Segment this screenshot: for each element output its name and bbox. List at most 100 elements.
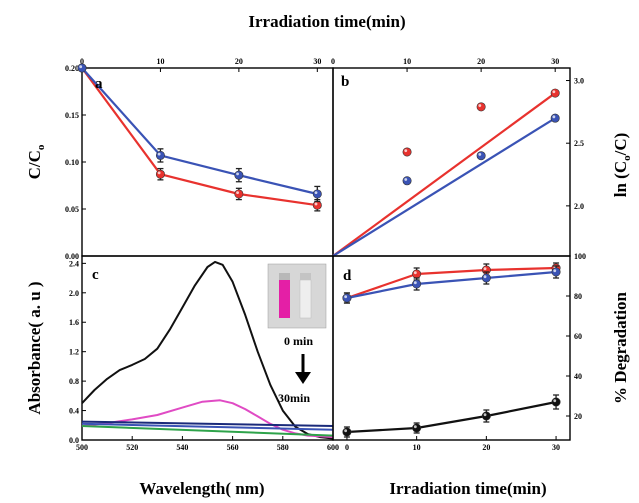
data-point-red-highlight <box>404 149 408 153</box>
series-line-blue <box>346 270 557 300</box>
x-tick-label: 540 <box>176 443 188 452</box>
x-tick-label: 20 <box>235 57 243 66</box>
data-point-black-highlight <box>413 425 417 429</box>
y-axis-title-part: o <box>621 155 633 161</box>
data-point-blue <box>476 151 486 161</box>
y-tick-label: 2.4 <box>69 259 79 268</box>
data-point-red-highlight <box>157 171 161 175</box>
y-axis-title-a: C/Co <box>25 144 47 179</box>
y-tick-label: 2.0 <box>574 202 584 211</box>
y-tick-label: 0.05 <box>65 205 79 214</box>
y-tick-label: 0.15 <box>65 111 79 120</box>
x-tick-label: 30 <box>551 57 559 66</box>
spectrum-line-navy <box>81 420 334 427</box>
data-point-black <box>481 411 491 421</box>
panel-c: 500 520 540 560 580 600 0.0 0.4 0.8 1.2 1.6 2.0 2.4 c… <box>25 255 339 452</box>
spectrum-line-blue <box>81 422 334 431</box>
x-tick-label: 0 <box>80 57 84 66</box>
spectrum-line-black <box>81 260 334 440</box>
panel-d: 0 10 20 30 20 40 60 80 100 d % Degradation <box>332 252 630 452</box>
data-point-black-highlight <box>344 429 348 433</box>
data-point-black <box>412 423 422 433</box>
y-tick-label: 1.6 <box>69 318 79 327</box>
y-tick-label: 3.0 <box>574 77 584 86</box>
x-tick-label: 0 <box>345 443 349 452</box>
series-line-red <box>346 266 557 300</box>
data-point-red <box>402 147 412 157</box>
vial-photo-inset <box>267 263 327 329</box>
data-point-red-highlight <box>413 271 417 275</box>
y-tick-label: 40 <box>574 372 582 381</box>
data-point-blue-highlight <box>79 65 83 69</box>
top-x-axis-title: Irradiation time(min) <box>248 12 405 31</box>
data-point-blue <box>481 273 491 283</box>
data-point-blue <box>550 113 560 123</box>
bottom-left-x-axis-title: Wavelength( nm) <box>139 479 264 498</box>
series-line-blue <box>81 67 318 196</box>
data-point-blue-highlight <box>413 281 417 285</box>
series-line-red <box>81 67 318 207</box>
data-point-blue-highlight <box>236 172 239 176</box>
data-point-red <box>476 102 486 112</box>
y-axis-title-part: /C) <box>611 133 630 157</box>
y-tick-label: 2.0 <box>69 289 79 298</box>
panel-letter-c: c <box>92 267 99 283</box>
data-point-red <box>312 200 322 210</box>
plot-frame <box>332 67 571 257</box>
data-point-blue-highlight <box>157 152 161 156</box>
y-tick-label: 0.20 <box>65 64 79 73</box>
spectrum-line-green <box>81 425 334 437</box>
bottom-right-x-axis-title: Irradiation time(min) <box>389 479 546 498</box>
y-tick-label: 0.8 <box>69 377 79 386</box>
y-tick-label: 0.00 <box>65 252 79 261</box>
y-tick-label: 100 <box>574 252 586 261</box>
data-point-red-highlight <box>314 202 318 206</box>
y-axis-title-main: C/C <box>25 150 44 179</box>
data-point-blue <box>402 176 412 186</box>
x-tick-label: 30 <box>313 57 321 66</box>
x-tick-label: 0 <box>331 57 335 66</box>
data-point-blue-highlight <box>344 295 348 299</box>
data-point-blue-highlight <box>553 269 557 273</box>
panel-letter-a: a <box>95 76 103 92</box>
plot-frame <box>332 255 571 441</box>
y-tick-label: 0.10 <box>65 158 79 167</box>
data-point-black-highlight <box>553 399 557 403</box>
y-tick-label: 0.0 <box>69 436 79 445</box>
data-point-blue <box>551 267 561 277</box>
x-tick-label: 560 <box>227 443 239 452</box>
panel-letter-b: b <box>341 74 349 90</box>
fit-line-blue <box>332 117 556 257</box>
x-tick-label: 580 <box>277 443 289 452</box>
data-point-blue <box>312 189 322 199</box>
inset-label-30min: 30min <box>278 391 310 405</box>
data-point-red <box>234 189 244 199</box>
data-point-blue-highlight <box>478 153 482 156</box>
y-tick-label: 80 <box>574 292 582 301</box>
x-tick-label: 20 <box>482 443 490 452</box>
y-axis-title-subscript: o <box>35 144 47 150</box>
data-point-red <box>412 269 422 279</box>
inset-label-0min: 0 min <box>284 334 313 348</box>
data-point-red <box>550 88 560 98</box>
y-tick-label: 2.5 <box>574 139 584 148</box>
data-point-red <box>155 169 165 179</box>
x-tick-label: 520 <box>126 443 138 452</box>
data-point-red-highlight <box>552 90 556 94</box>
data-point-blue-highlight <box>404 178 408 181</box>
data-point-blue <box>342 293 352 303</box>
panel-a: 0 10 20 30 0.00 0.05 0.10 0.15 0.20 a C/Co <box>25 57 334 261</box>
x-tick-label: 500 <box>76 443 88 452</box>
x-tick-label: 10 <box>413 443 421 452</box>
data-point-black <box>551 397 561 407</box>
y-tick-label: 20 <box>574 412 582 421</box>
y-tick-label: 0.4 <box>69 407 79 416</box>
data-point-red-highlight <box>483 267 487 271</box>
data-point-blue <box>155 150 165 160</box>
y-axis-title-b: ln (Co/C) <box>611 133 633 198</box>
y-axis-title-part: ln (C <box>611 161 630 197</box>
y-tick-label: 1.2 <box>69 348 79 357</box>
data-point-red-highlight <box>236 191 239 195</box>
y-tick-label: 60 <box>574 332 582 341</box>
